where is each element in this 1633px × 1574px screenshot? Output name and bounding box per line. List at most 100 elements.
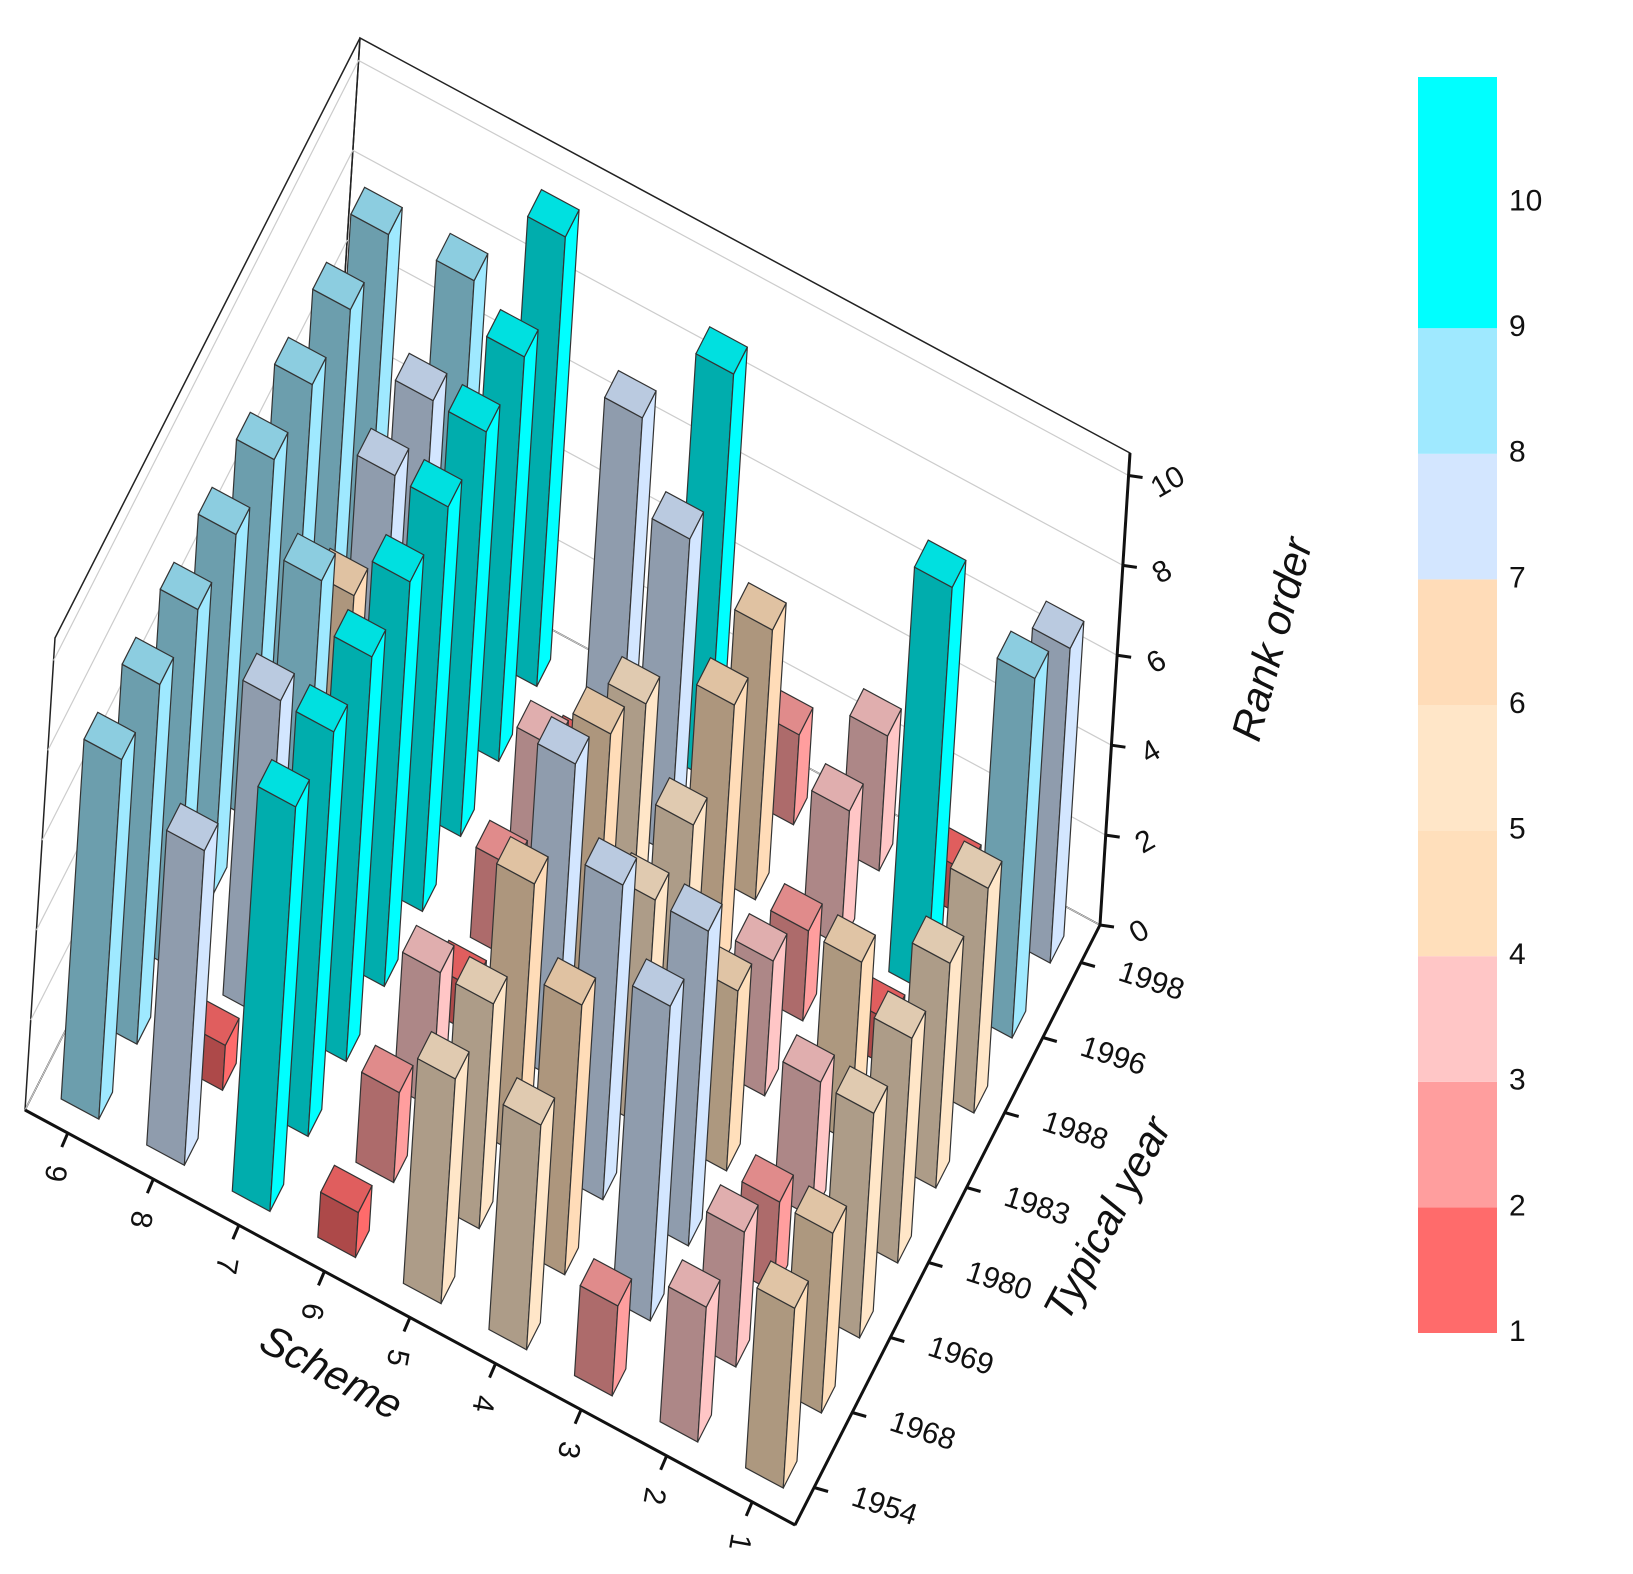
colorbar-band [1418, 328, 1497, 454]
bar-top [197, 486, 251, 536]
bar-top [996, 630, 1050, 680]
bar-top [454, 955, 508, 1005]
y-tick [1004, 1111, 1020, 1118]
x-tick-label: 6 [294, 1301, 329, 1323]
y-tick-label: 1988 [1038, 1105, 1112, 1157]
z-tick-label: 10 [1145, 459, 1190, 504]
bar-top [485, 308, 539, 358]
colorbar-band [1418, 579, 1497, 705]
y-tick-label: 1998 [1115, 955, 1189, 1007]
x-tick-label: 7 [209, 1254, 244, 1276]
y-tick [966, 1186, 981, 1193]
bar-top [584, 836, 638, 886]
z-tick [1128, 473, 1143, 479]
y-tick [813, 1486, 829, 1493]
grid-line [53, 59, 1129, 661]
colorbar-band [1418, 956, 1497, 1082]
x-tick [317, 1270, 326, 1286]
bar-top [447, 383, 501, 433]
bar-top [83, 711, 137, 761]
bar [488, 1076, 556, 1351]
x-tick-label: 2 [637, 1485, 672, 1507]
z-tick-label: 4 [1135, 733, 1166, 770]
bar [146, 802, 219, 1167]
z-tick [1122, 563, 1138, 569]
bar-top [371, 533, 425, 583]
z-tick [1116, 653, 1132, 659]
y-tick [928, 1261, 943, 1268]
bar-top [543, 956, 597, 1006]
colorbar-tick-label: 7 [1509, 561, 1526, 594]
bar-top [770, 882, 823, 932]
bar [355, 1044, 414, 1184]
x-tick-label: 8 [123, 1208, 158, 1230]
bar-top [526, 188, 580, 238]
bar-top [435, 232, 489, 282]
x-tick [573, 1409, 583, 1425]
z-tick-label: 6 [1141, 643, 1172, 680]
z-tick [1099, 923, 1115, 929]
bar-top [295, 683, 349, 733]
colorbar-tick-label: 2 [1509, 1189, 1526, 1222]
bar-top [416, 1030, 470, 1080]
bar-top [734, 581, 787, 631]
z-tick-label: 0 [1124, 913, 1155, 950]
colorbar-tick-label: 5 [1509, 813, 1526, 846]
colorbar-tick-label: 10 [1509, 185, 1542, 218]
bar-top [360, 1044, 414, 1094]
bar-top [242, 652, 296, 702]
bar-top [495, 835, 549, 885]
bar-top [333, 608, 387, 658]
z-tick [1105, 833, 1120, 839]
bar-top [536, 715, 590, 765]
y-tick-label: 1954 [848, 1480, 922, 1532]
bar-top [502, 1076, 556, 1126]
bars [60, 186, 1085, 1490]
bar-top [667, 1259, 721, 1308]
x-tick-label: 5 [380, 1347, 415, 1369]
bar-top [159, 561, 213, 611]
bar-top [311, 261, 365, 311]
bar-top [835, 1065, 889, 1115]
x-tick [488, 1363, 497, 1379]
y-tick-label: 1996 [1076, 1030, 1150, 1082]
x-tick-label: 1 [722, 1531, 757, 1553]
bar-top [394, 352, 448, 402]
y-tick-label: 1980 [962, 1255, 1036, 1307]
bar-top [409, 458, 463, 508]
bar-top [695, 656, 749, 706]
y-tick-label: 1969 [924, 1330, 998, 1382]
bar-top [572, 685, 626, 735]
colorbar-band [1418, 830, 1497, 957]
bar [573, 1257, 633, 1397]
bar-top [705, 1184, 759, 1233]
bar-top [654, 776, 708, 826]
y-tick-label: 1968 [886, 1405, 960, 1457]
z-tick-label: 2 [1129, 823, 1160, 860]
bar-top [631, 958, 685, 1008]
bar [60, 711, 137, 1121]
x-axis-label: Scheme [253, 1315, 411, 1429]
x-tick [60, 1132, 70, 1148]
bar-top [911, 915, 965, 965]
bar-top [756, 1260, 810, 1310]
bar-top [695, 325, 749, 375]
bar-top [669, 883, 723, 933]
z-axis-label: Rank order [1222, 531, 1322, 746]
bar-top [165, 802, 219, 852]
colorbar-band [1418, 1207, 1497, 1333]
x-tick [402, 1316, 412, 1333]
colorbar-band [1418, 77, 1497, 329]
colorbar-band [1418, 453, 1497, 580]
bar [659, 1259, 721, 1443]
bar-top [913, 539, 967, 589]
colorbar-tick-label: 8 [1509, 436, 1526, 469]
bar-top [823, 914, 877, 963]
bar [744, 1260, 810, 1490]
bar-top [849, 687, 903, 737]
bar-top [257, 758, 311, 808]
bar [317, 1164, 373, 1259]
bar-top [401, 924, 455, 974]
bar-top [603, 369, 657, 419]
colorbar-tick-label: 1 [1509, 1315, 1526, 1348]
